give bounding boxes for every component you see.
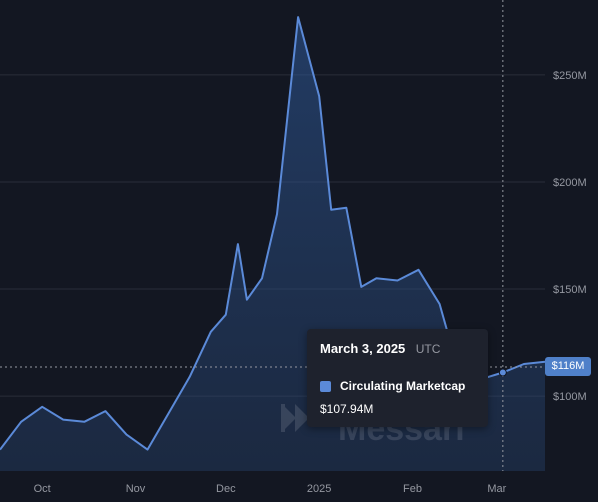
y-tick-label: $100M [553, 391, 587, 403]
x-tick-label: Nov [126, 483, 146, 495]
x-tick-label: Oct [34, 483, 51, 495]
hover-point [498, 368, 507, 377]
x-axis-ticks: Oct Nov Dec 2025 Feb Mar [34, 483, 507, 495]
tooltip-timezone: UTC [415, 342, 441, 356]
y-tick-label: $150M [553, 284, 587, 296]
x-tick-label: Feb [403, 483, 422, 495]
series-line [0, 16, 546, 451]
tooltip: March 3, 2025 UTC Circulating Marketcap … [307, 329, 488, 427]
y-tick-label: $200M [553, 177, 587, 189]
tooltip-series-label: Circulating Marketcap [340, 379, 466, 393]
last-value-badge: $116M [545, 357, 591, 376]
series-line-layer [0, 16, 546, 451]
tooltip-date: March 3, 2025 [320, 341, 406, 356]
tooltip-value: $107.94M [320, 402, 374, 416]
y-tick-label: $250M [553, 70, 587, 82]
y-axis-ticks: $100M $150M $200M $250M [553, 70, 587, 403]
x-tick-label: 2025 [307, 483, 331, 495]
x-tick-label: Mar [487, 483, 506, 495]
tooltip-series-swatch [320, 380, 331, 392]
x-tick-label: Dec [216, 483, 236, 495]
